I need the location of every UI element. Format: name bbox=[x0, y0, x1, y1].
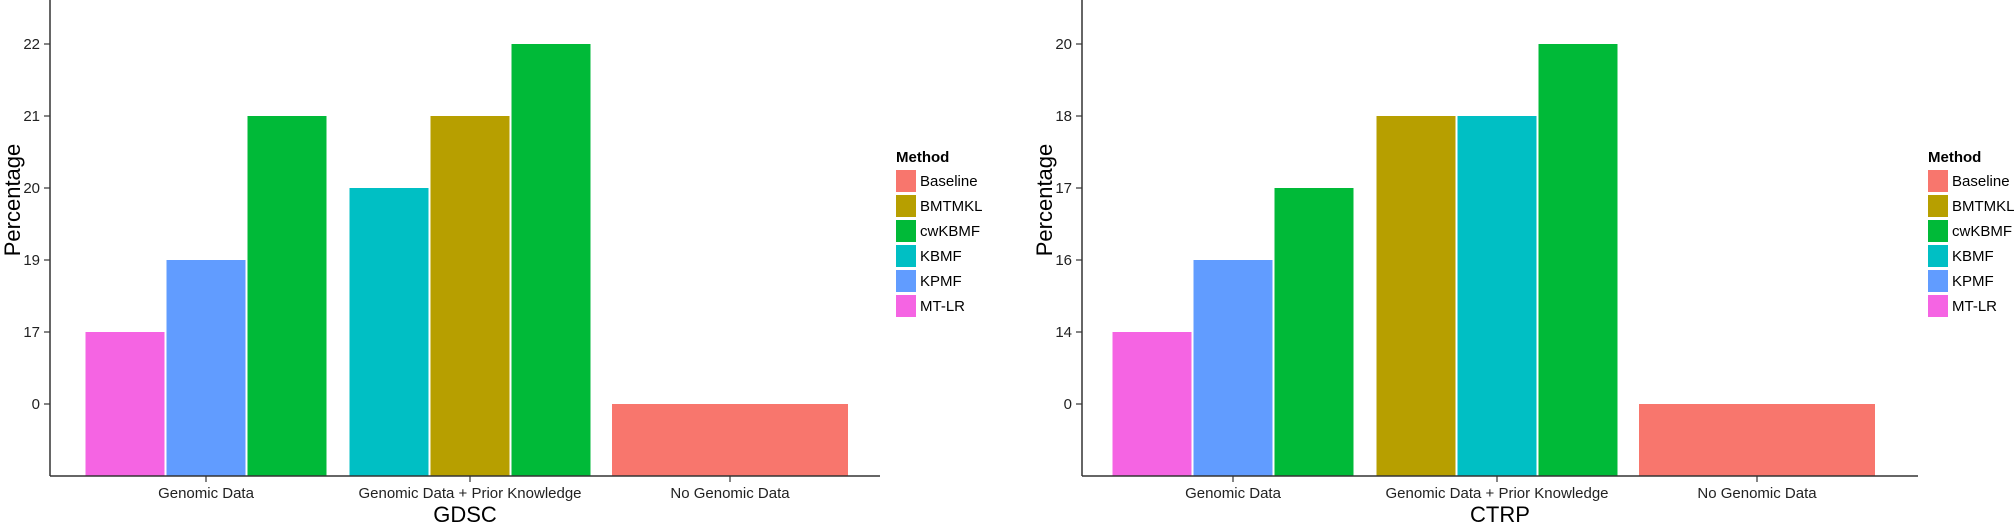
chart-panel-1: 0 17 19 20 21 22 Genomic Data Genomic Data + Pr… bbox=[0, 0, 983, 527]
legend-label-baseline: Baseline bbox=[1952, 173, 2010, 190]
bar-kbmf-2 bbox=[349, 188, 429, 476]
x-axis-title: GDSC bbox=[433, 502, 497, 527]
legend-swatch-cwkbmf bbox=[896, 220, 916, 242]
x-tick-label: Genomic Data bbox=[1185, 485, 1282, 502]
legend-label-baseline: Baseline bbox=[920, 173, 978, 190]
legend-label-cwkbmf: cwKBMF bbox=[920, 223, 980, 240]
y-tick-label: 19 bbox=[23, 252, 40, 269]
bar-baseline-3 bbox=[1639, 404, 1875, 476]
bar-baseline-3 bbox=[612, 404, 848, 476]
legend-label-kbmf: KBMF bbox=[1952, 248, 1994, 265]
bar-cwkbmf-2 bbox=[511, 44, 591, 476]
bar-kpmf-1 bbox=[166, 260, 246, 476]
bar-mt-lr-1 bbox=[1112, 332, 1192, 476]
legend: Method Baseline BMTMKL cwKBMF KBMF KPMF MT-LR bbox=[1928, 149, 2015, 317]
y-tick-label: 20 bbox=[1055, 36, 1072, 53]
legend-swatch-baseline bbox=[1928, 170, 1948, 192]
y-axis-title: Percentage bbox=[1032, 144, 1057, 257]
bar-kpmf-1 bbox=[1193, 260, 1273, 476]
legend-label-kpmf: KPMF bbox=[920, 273, 962, 290]
y-tick-label: 0 bbox=[1064, 396, 1072, 413]
legend-swatch-baseline bbox=[896, 170, 916, 192]
legend-swatch-kbmf bbox=[1928, 245, 1948, 267]
legend-title: Method bbox=[896, 149, 949, 166]
legend-swatch-kpmf bbox=[896, 270, 916, 292]
y-tick-label: 22 bbox=[23, 36, 40, 53]
bar-bmtmkl-2 bbox=[430, 116, 510, 476]
y-axis-title: Percentage bbox=[0, 144, 25, 257]
y-tick-label: 0 bbox=[32, 396, 40, 413]
chart-panel-2: 0 14 16 17 18 20 Genomic Data Genomic Data + Pr… bbox=[1032, 0, 2015, 527]
legend-swatch-kbmf bbox=[896, 245, 916, 267]
legend-label-bmtmkl: BMTMKL bbox=[920, 198, 983, 215]
y-tick-label: 21 bbox=[23, 108, 40, 125]
y-tick-label: 16 bbox=[1055, 252, 1072, 269]
y-tick-label: 20 bbox=[23, 180, 40, 197]
bar-cwkbmf-2 bbox=[1538, 44, 1618, 476]
bar-cwkbmf-1 bbox=[1274, 188, 1354, 476]
legend-swatch-kpmf bbox=[1928, 270, 1948, 292]
bar-mt-lr-1 bbox=[85, 332, 165, 476]
y-tick-label: 17 bbox=[1055, 180, 1072, 197]
x-tick-label: Genomic Data bbox=[158, 485, 255, 502]
legend-title: Method bbox=[1928, 149, 1981, 166]
legend-label-kpmf: KPMF bbox=[1952, 273, 1994, 290]
bar-kbmf-2 bbox=[1457, 116, 1537, 476]
legend-swatch-mt-lr bbox=[896, 295, 916, 317]
y-tick-label: 18 bbox=[1055, 108, 1072, 125]
legend-label-cwkbmf: cwKBMF bbox=[1952, 223, 2012, 240]
x-tick-label: No Genomic Data bbox=[1697, 485, 1817, 502]
legend-swatch-cwkbmf bbox=[1928, 220, 1948, 242]
x-tick-label: No Genomic Data bbox=[670, 485, 790, 502]
legend-label-kbmf: KBMF bbox=[920, 248, 962, 265]
legend-swatch-mt-lr bbox=[1928, 295, 1948, 317]
y-tick-label: 17 bbox=[23, 324, 40, 341]
legend: Method Baseline BMTMKL cwKBMF KBMF KPMF MT-LR bbox=[896, 149, 983, 317]
x-axis-title: CTRP bbox=[1470, 502, 1530, 527]
legend-swatch-bmtmkl bbox=[896, 195, 916, 217]
legend-swatch-bmtmkl bbox=[1928, 195, 1948, 217]
legend-label-mt-lr: MT-LR bbox=[920, 298, 965, 315]
x-tick-label: Genomic Data + Prior Knowledge bbox=[1385, 485, 1608, 502]
bar-bmtmkl-2 bbox=[1376, 116, 1456, 476]
legend-label-mt-lr: MT-LR bbox=[1952, 298, 1997, 315]
bar-cwkbmf-1 bbox=[247, 116, 327, 476]
y-tick-label: 14 bbox=[1055, 324, 1072, 341]
legend-label-bmtmkl: BMTMKL bbox=[1952, 198, 2015, 215]
x-tick-label: Genomic Data + Prior Knowledge bbox=[358, 485, 581, 502]
